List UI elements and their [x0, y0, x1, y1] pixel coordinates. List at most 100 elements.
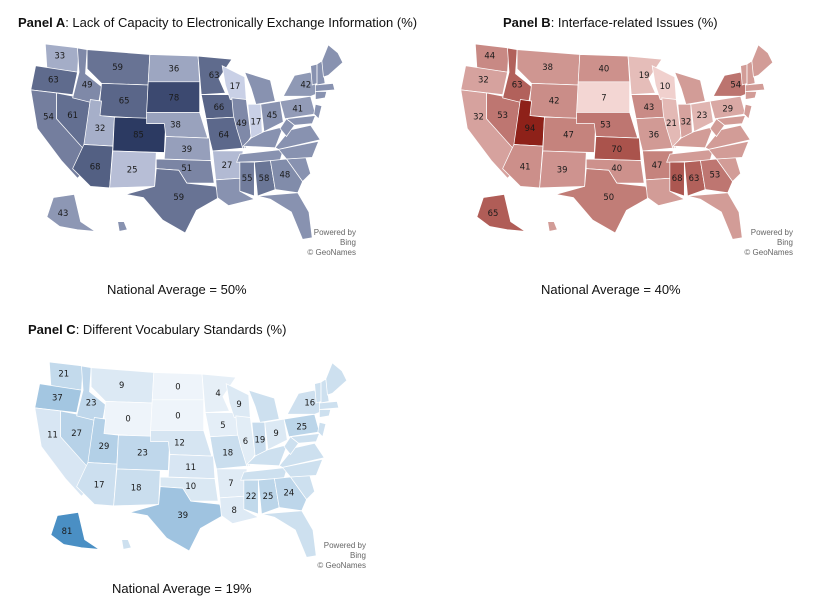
state-value-ms: 55 [242, 173, 253, 183]
state-value-ny: 42 [300, 80, 311, 90]
state-value-mt: 9 [119, 380, 124, 390]
state-value-ca: 32 [473, 112, 484, 122]
state-value-mo: 18 [222, 447, 233, 457]
state-value-ia: 66 [214, 102, 225, 112]
state-md [289, 433, 320, 444]
state-value-mn: 19 [639, 70, 650, 80]
state-value-ny: 16 [304, 398, 315, 408]
state-mi [674, 71, 706, 105]
state-value-pa: 29 [722, 104, 733, 114]
state-value-mo: 64 [218, 129, 229, 139]
state-value-nd: 40 [599, 63, 610, 73]
state-value-id: 23 [86, 398, 97, 408]
state-value-oh: 9 [273, 428, 278, 438]
state-value-wy: 42 [549, 96, 560, 106]
state-ct [745, 91, 758, 100]
us-choropleth: 44 32 32 53 63 38 42 94 47 41 39 40 7 53 70 40 50 19 43 36 4… [460, 43, 774, 240]
state-me [751, 44, 774, 78]
state-value-wy: 0 [125, 414, 130, 424]
state-value-tx: 59 [173, 192, 184, 202]
panel-c-national-average: National Average = 19% [112, 581, 252, 596]
state-value-ks: 39 [181, 144, 192, 154]
state-value-al: 58 [259, 173, 270, 183]
state-ak [46, 193, 96, 232]
panel-a-credit: Powered by Bing © GeoNames [307, 228, 356, 257]
state-value-nv: 61 [67, 110, 78, 120]
state-ms [243, 479, 259, 515]
state-value-az: 68 [90, 162, 101, 172]
state-tx [129, 486, 224, 552]
state-value-mn: 4 [215, 388, 220, 398]
state-oh [260, 100, 284, 133]
state-ma [745, 83, 766, 92]
state-az [502, 144, 544, 189]
state-or [34, 383, 82, 414]
state-value-sd: 78 [169, 92, 180, 102]
state-nc [281, 458, 324, 478]
panel-b-title: Panel B: Interface-related Issues (%) [503, 15, 718, 30]
state-value-or: 63 [48, 75, 59, 85]
panel-c-title: Panel C: Different Vocabulary Standards … [28, 322, 287, 337]
panel-a-label: Panel A [18, 15, 66, 30]
state-ak [476, 193, 526, 232]
state-value-ga: 24 [283, 488, 294, 498]
panel-b-credit: Powered by Bing © GeoNames [744, 228, 793, 257]
state-value-oh: 45 [267, 110, 278, 120]
state-value-id: 49 [82, 80, 93, 90]
state-value-mo: 36 [648, 129, 659, 139]
state-or [460, 65, 508, 96]
state-ma [315, 83, 336, 92]
state-il [661, 97, 682, 151]
state-value-il: 21 [666, 118, 677, 128]
state-value-nd: 0 [175, 381, 180, 391]
state-nh [746, 60, 756, 86]
state-value-mt: 59 [112, 62, 123, 72]
state-value-ne: 38 [170, 120, 181, 130]
state-value-tx: 39 [177, 510, 188, 520]
state-value-ak: 43 [58, 208, 69, 218]
state-nc [277, 140, 320, 160]
state-value-wi: 17 [230, 81, 241, 91]
state-mn [197, 55, 233, 96]
state-value-al: 63 [689, 173, 700, 183]
state-fl [261, 510, 317, 558]
state-ak [50, 511, 100, 550]
state-value-pa: 41 [292, 104, 303, 114]
state-mi [248, 389, 280, 423]
state-value-ak: 81 [62, 526, 73, 536]
state-value-az: 17 [94, 480, 105, 490]
state-ct [315, 91, 328, 100]
panel-a-map: 33 63 54 61 49 59 65 32 85 68 25 36 78 38 39 51 59 63 66 64… [18, 40, 358, 245]
state-value-ak: 65 [488, 208, 499, 218]
state-value-la: 8 [232, 505, 237, 515]
state-value-co: 47 [563, 129, 574, 139]
state-ga [269, 158, 303, 194]
state-value-ut: 94 [525, 123, 536, 133]
state-value-il: 49 [236, 118, 247, 128]
state-ms [669, 161, 685, 197]
state-value-ne: 12 [174, 438, 185, 448]
state-tx [555, 168, 650, 234]
state-value-co: 85 [133, 129, 144, 139]
panel-a-title: Panel A: Lack of Capacity to Electronica… [18, 15, 418, 30]
state-value-sd: 0 [175, 410, 180, 420]
state-value-ga: 48 [279, 170, 290, 180]
state-value-or: 32 [478, 75, 489, 85]
state-nh [320, 378, 330, 404]
state-value-wa: 21 [58, 369, 69, 379]
state-hi [547, 221, 558, 232]
state-value-wi: 9 [236, 399, 241, 409]
state-value-sd: 7 [601, 92, 606, 102]
state-az [76, 462, 118, 507]
state-value-wa: 44 [484, 51, 495, 61]
panel-c-label: Panel C [28, 322, 76, 337]
state-or [30, 65, 78, 96]
panel-c-credit: Powered by Bing © GeoNames [317, 541, 366, 570]
state-value-ks: 70 [611, 144, 622, 154]
state-value-ok: 51 [181, 163, 192, 173]
state-ms [239, 161, 255, 197]
state-value-ca: 11 [47, 430, 58, 440]
us-choropleth: 33 63 54 61 49 59 65 32 85 68 25 36 78 38 39 51 59 63 66 64… [30, 43, 344, 240]
state-me [325, 362, 348, 396]
state-ga [699, 158, 733, 194]
